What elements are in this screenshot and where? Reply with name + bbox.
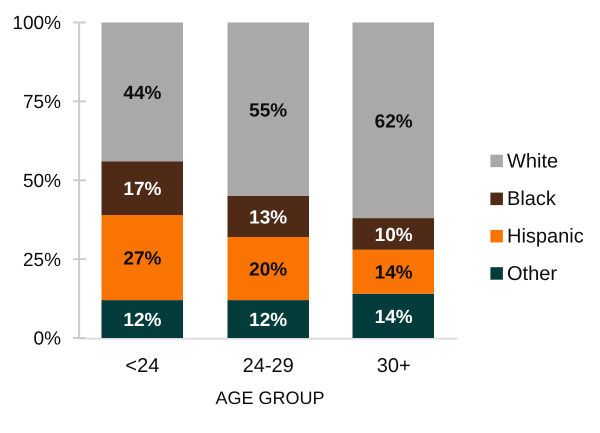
svg-text:55%: 55% xyxy=(249,100,287,121)
svg-text:0%: 0% xyxy=(34,329,62,350)
svg-text:30+: 30+ xyxy=(377,355,411,377)
svg-text:Hispanic: Hispanic xyxy=(507,226,584,248)
svg-text:12%: 12% xyxy=(249,310,287,331)
svg-text:12%: 12% xyxy=(123,310,161,331)
svg-text:24-29: 24-29 xyxy=(243,355,294,377)
svg-text:10%: 10% xyxy=(375,225,413,246)
svg-text:14%: 14% xyxy=(375,263,413,284)
svg-text:Other: Other xyxy=(507,263,557,285)
svg-text:Black: Black xyxy=(507,188,557,210)
svg-text:100%: 100% xyxy=(12,13,61,34)
svg-text:<24: <24 xyxy=(125,355,159,377)
svg-text:13%: 13% xyxy=(249,208,287,229)
svg-text:25%: 25% xyxy=(23,250,61,271)
svg-text:62%: 62% xyxy=(375,111,413,132)
svg-text:White: White xyxy=(507,150,558,172)
svg-text:14%: 14% xyxy=(375,307,413,328)
svg-text:17%: 17% xyxy=(123,179,161,200)
svg-text:27%: 27% xyxy=(123,249,161,270)
svg-text:20%: 20% xyxy=(249,260,287,281)
svg-text:50%: 50% xyxy=(23,171,61,192)
svg-text:44%: 44% xyxy=(123,83,161,104)
svg-text:75%: 75% xyxy=(23,92,61,113)
svg-text:AGE GROUP: AGE GROUP xyxy=(215,388,324,408)
